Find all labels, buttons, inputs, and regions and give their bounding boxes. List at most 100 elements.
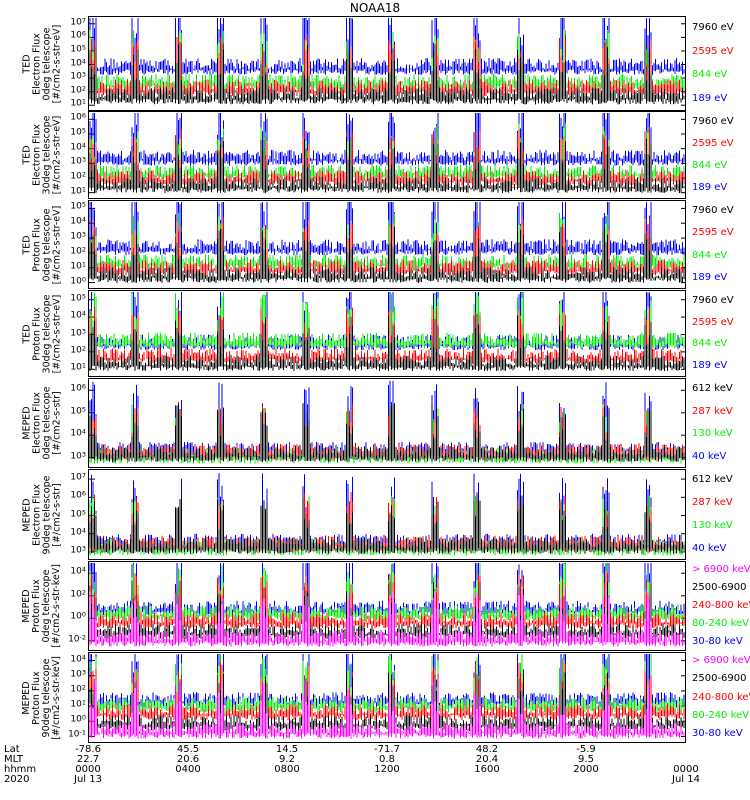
tick-base: 10 (70, 654, 82, 665)
tick-exponent: 4 (81, 57, 86, 65)
y-ticks: 105 104 103 102 101 (60, 290, 86, 377)
panel-p1: TED Electron Flux 0deg telescope [#/cm2-s-s… (0, 16, 750, 111)
y-tick-label: 102 (70, 84, 86, 96)
tick-exponent: 5 (81, 43, 86, 52)
x-axis-row-lat: Lat -78.6 45.5 14.5 -71.7 48.2 -5.9 (0, 744, 750, 755)
series-green-trace (89, 29, 685, 92)
tick-exponent: 3 (81, 450, 86, 459)
x-axis-value: -71.7 (374, 744, 400, 755)
y-tick-label: 101 (70, 260, 86, 272)
legend-entry: 7960 eV (692, 21, 734, 33)
tick-exponent: 1 (81, 361, 86, 370)
tick-base: 10 (70, 669, 82, 680)
y-tick-label: 102 (70, 171, 86, 182)
chart-title: NOAA18 (349, 1, 401, 15)
legend-entry: 240-800 keV (692, 600, 750, 611)
y-axis-label-text: MEPED Electron Flux 90deg telescope [#/cm2-… (21, 475, 62, 554)
tick-exponent: 2 (81, 84, 86, 93)
y-axis-label-text: MEPED Proton Flux 0deg telescope [#/cm2-s-s… (21, 564, 62, 648)
legend: 7960 eV 2595 eV 844 eV 189 eV (692, 290, 750, 377)
y-tick-label: 105 (70, 126, 86, 138)
tick-base: 10 (70, 714, 82, 725)
y-ticks: 107 106 105 104 103 102 101 (60, 16, 86, 111)
y-tick-label: 104 (70, 653, 86, 665)
x-axis-value: -78.6 (75, 744, 101, 755)
tick-exponent: 4 (81, 309, 86, 318)
tick-base: 10 (70, 684, 82, 695)
tick-exponent: 3 (81, 327, 86, 335)
legend: 612 keV 287 keV 130 keV 40 keV (692, 378, 750, 468)
tick-exponent: 2 (81, 344, 86, 353)
y-ticks: 107 106 105 104 103 (60, 469, 86, 560)
y-tick-label: 106 (70, 30, 86, 41)
plot-area (88, 652, 686, 743)
y-tick-label: 104 (70, 57, 86, 68)
plot-svg (89, 473, 685, 556)
tick-exponent: 5 (81, 126, 86, 135)
plot-svg (89, 654, 685, 739)
y-tick-label: 103 (70, 155, 86, 167)
series-blue-trace (89, 654, 685, 709)
tick-exponent: 7 (81, 16, 86, 25)
series-red-trace (89, 492, 685, 552)
tick-exponent: 4 (81, 215, 86, 224)
tick-base: 10 (70, 699, 82, 710)
x-axis-row-label: hhmm (4, 764, 37, 775)
legend-entry: 7960 eV (692, 205, 734, 217)
plot-svg (89, 113, 685, 194)
legend-entry: 189 eV (692, 93, 728, 105)
tick-exponent: 3 (81, 544, 86, 553)
tick-base: 10 (70, 71, 82, 82)
series-red-trace (89, 571, 685, 629)
legend-entry: 612 keV (692, 474, 733, 486)
tick-base: 10 (70, 231, 82, 242)
tick-exponent: 1 (81, 97, 86, 106)
tick-base: 10 (70, 545, 82, 556)
series-magenta-trace (89, 678, 685, 739)
tick-exponent: 5 (81, 508, 86, 516)
panel-p7: MEPED Proton Flux 0deg telescope [#/cm2-s-s… (0, 561, 750, 651)
series-black-trace (89, 313, 685, 371)
tick-base: 10 (70, 261, 82, 272)
y-tick-label: 104 (70, 428, 86, 439)
series-blue-trace (89, 292, 685, 351)
tick-base: 10 (70, 127, 82, 138)
tick-exponent: 4 (81, 565, 86, 574)
series-red-trace (89, 401, 685, 460)
panel-p8: MEPED Proton Flux 90deg telescope [#/cm2-s-… (0, 652, 750, 743)
legend-entry: 130 keV (692, 519, 733, 531)
tick-exponent: 7 (81, 471, 86, 480)
y-tick-label: 106 (70, 383, 86, 394)
y-axis-label-text: MEPED Proton Flux 90deg telescope [#/cm2-s-… (21, 656, 62, 740)
x-axis-value: Jul 13 (74, 774, 102, 785)
plot-svg (89, 18, 685, 106)
y-tick-label: 100 (70, 610, 86, 622)
series-red-trace (89, 307, 685, 365)
series-blue-trace (89, 380, 685, 459)
y-tick-label: 101 (70, 185, 86, 196)
x-axis-row-hhmm: hhmm 0000 0400 0800 1200 1600 2000 0000 (0, 764, 750, 775)
y-tick-label: 100 (70, 713, 86, 725)
y-axis-label-text: MEPED Electron Flux 0deg telescope [#/cm2-s… (21, 387, 62, 460)
legend-entry: 2595 eV (692, 138, 734, 149)
tick-exponent: 0 (81, 713, 86, 722)
y-ticks: 104 103 102 101 100 10-1 (60, 652, 86, 743)
tick-base: 10 (70, 98, 82, 109)
legend-entry: 7960 eV (692, 116, 734, 127)
y-tick-label: 104 (70, 141, 86, 152)
x-axis-value: 45.5 (176, 744, 200, 755)
tick-exponent: 0 (81, 610, 86, 619)
x-axis-value: 2000 (573, 764, 599, 775)
tick-base: 10 (70, 472, 82, 483)
legend-entry: 40 keV (692, 542, 727, 554)
y-tick-label: 103 (70, 544, 86, 556)
tick-exponent: 3 (81, 155, 86, 164)
tick-base: 10 (70, 85, 82, 96)
x-axis-value: 9.2 (279, 754, 295, 765)
tick-exponent: 6 (81, 111, 86, 120)
x-axis-value: 1200 (374, 764, 400, 775)
series-green-trace (89, 404, 685, 464)
y-ticks: 104 102 100 10-2 (60, 561, 86, 651)
y-tick-label: 104 (70, 215, 86, 227)
x-axis-value: 0.8 (379, 754, 395, 765)
